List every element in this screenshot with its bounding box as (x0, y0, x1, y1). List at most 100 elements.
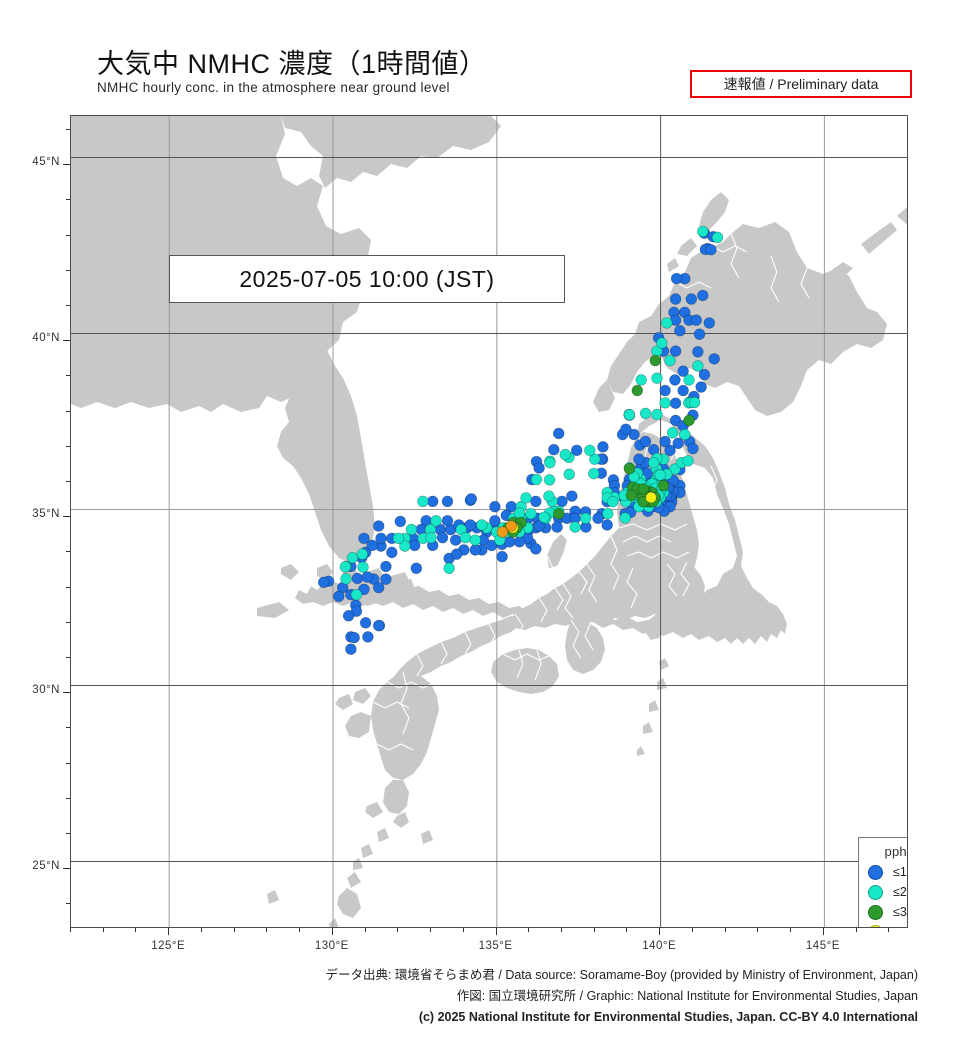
observation-point[interactable] (697, 289, 709, 302)
observation-point[interactable] (623, 462, 636, 475)
observation-point[interactable] (656, 337, 668, 349)
observation-point[interactable] (633, 453, 645, 465)
observation-point[interactable] (659, 384, 671, 397)
observation-point[interactable] (651, 408, 663, 421)
observation-point[interactable] (417, 495, 429, 508)
observation-point[interactable] (649, 354, 662, 367)
observation-point[interactable] (698, 368, 711, 381)
observation-point[interactable] (670, 272, 683, 285)
observation-point[interactable] (533, 462, 545, 474)
observation-point[interactable] (436, 531, 449, 544)
observation-point[interactable] (619, 512, 631, 524)
observation-point[interactable] (571, 444, 583, 457)
observation-point[interactable] (606, 495, 619, 508)
observation-point[interactable] (394, 515, 407, 528)
observation-point[interactable] (443, 562, 455, 575)
observation-point[interactable] (375, 532, 387, 545)
observation-point[interactable] (359, 617, 372, 629)
observation-point[interactable] (631, 384, 644, 397)
observation-point[interactable] (513, 536, 526, 548)
observation-point[interactable] (569, 521, 581, 533)
observation-point[interactable] (530, 543, 542, 555)
observation-point[interactable] (566, 490, 578, 502)
observation-point[interactable] (405, 523, 418, 536)
observation-point[interactable] (380, 573, 392, 585)
observation-point[interactable] (441, 495, 454, 508)
observation-point[interactable] (358, 583, 370, 596)
observation-point[interactable] (635, 374, 647, 386)
observation-point[interactable] (623, 409, 636, 421)
observation-point[interactable] (459, 531, 472, 544)
observation-point[interactable] (372, 520, 385, 532)
observation-point[interactable] (333, 590, 345, 603)
observation-point[interactable] (690, 314, 702, 326)
observation-point[interactable] (563, 468, 575, 481)
observation-point[interactable] (695, 381, 707, 393)
observation-point[interactable] (426, 495, 439, 508)
observation-point[interactable] (530, 495, 542, 508)
observation-point[interactable] (669, 293, 682, 305)
observation-point[interactable] (677, 384, 689, 397)
observation-point[interactable] (356, 548, 369, 560)
observation-point[interactable] (683, 414, 695, 427)
observation-point[interactable] (339, 561, 352, 573)
observation-point[interactable] (543, 474, 556, 486)
observation-point[interactable] (345, 643, 357, 655)
observation-points[interactable] (317, 225, 724, 655)
observation-point[interactable] (469, 534, 482, 546)
observation-point[interactable] (317, 576, 330, 589)
observation-point[interactable] (496, 550, 508, 563)
observation-point[interactable] (485, 539, 498, 552)
observation-point[interactable] (693, 328, 706, 340)
observation-point[interactable] (450, 548, 463, 560)
observation-point[interactable] (597, 441, 609, 453)
observation-point[interactable] (543, 490, 555, 502)
observation-point[interactable] (657, 479, 670, 492)
observation-point[interactable] (380, 560, 392, 573)
observation-point[interactable] (588, 453, 601, 465)
observation-point[interactable] (559, 448, 572, 461)
observation-point[interactable] (659, 397, 671, 409)
observation-point[interactable] (639, 435, 652, 448)
observation-point[interactable] (659, 435, 671, 448)
observation-point[interactable] (628, 428, 640, 441)
observation-point[interactable] (525, 507, 537, 520)
observation-point[interactable] (620, 423, 632, 435)
observation-point[interactable] (533, 520, 545, 532)
observation-point[interactable] (386, 546, 398, 559)
observation-point[interactable] (661, 317, 673, 329)
observation-point[interactable] (505, 520, 518, 532)
observation-point[interactable] (357, 561, 369, 573)
observation-point[interactable] (703, 317, 716, 329)
observation-point[interactable] (348, 631, 360, 644)
observation-point[interactable] (664, 444, 676, 457)
observation-point[interactable] (639, 407, 652, 420)
observation-point[interactable] (682, 455, 694, 467)
observation-point[interactable] (342, 610, 355, 622)
observation-point[interactable] (601, 519, 613, 531)
observation-point[interactable] (449, 534, 462, 546)
observation-point[interactable] (503, 536, 516, 548)
observation-point[interactable] (677, 365, 689, 377)
observation-point[interactable] (366, 539, 378, 552)
observation-point[interactable] (588, 467, 600, 480)
observation-point[interactable] (513, 507, 526, 519)
observation-point[interactable] (538, 511, 550, 523)
observation-point[interactable] (669, 397, 682, 409)
observation-point[interactable] (672, 437, 684, 450)
observation-point[interactable] (592, 512, 604, 525)
observation-point[interactable] (441, 514, 454, 527)
observation-point[interactable] (469, 544, 482, 556)
observation-point[interactable] (687, 442, 699, 455)
observation-point[interactable] (496, 526, 509, 538)
observation-point[interactable] (625, 489, 638, 502)
observation-point[interactable] (669, 414, 682, 427)
observation-point[interactable] (669, 374, 681, 386)
observation-point[interactable] (425, 531, 437, 544)
observation-point[interactable] (346, 551, 359, 564)
observation-point[interactable] (410, 562, 423, 575)
observation-point[interactable] (476, 519, 488, 531)
observation-point[interactable] (489, 500, 501, 513)
observation-point[interactable] (552, 507, 565, 520)
observation-point[interactable] (669, 345, 682, 357)
